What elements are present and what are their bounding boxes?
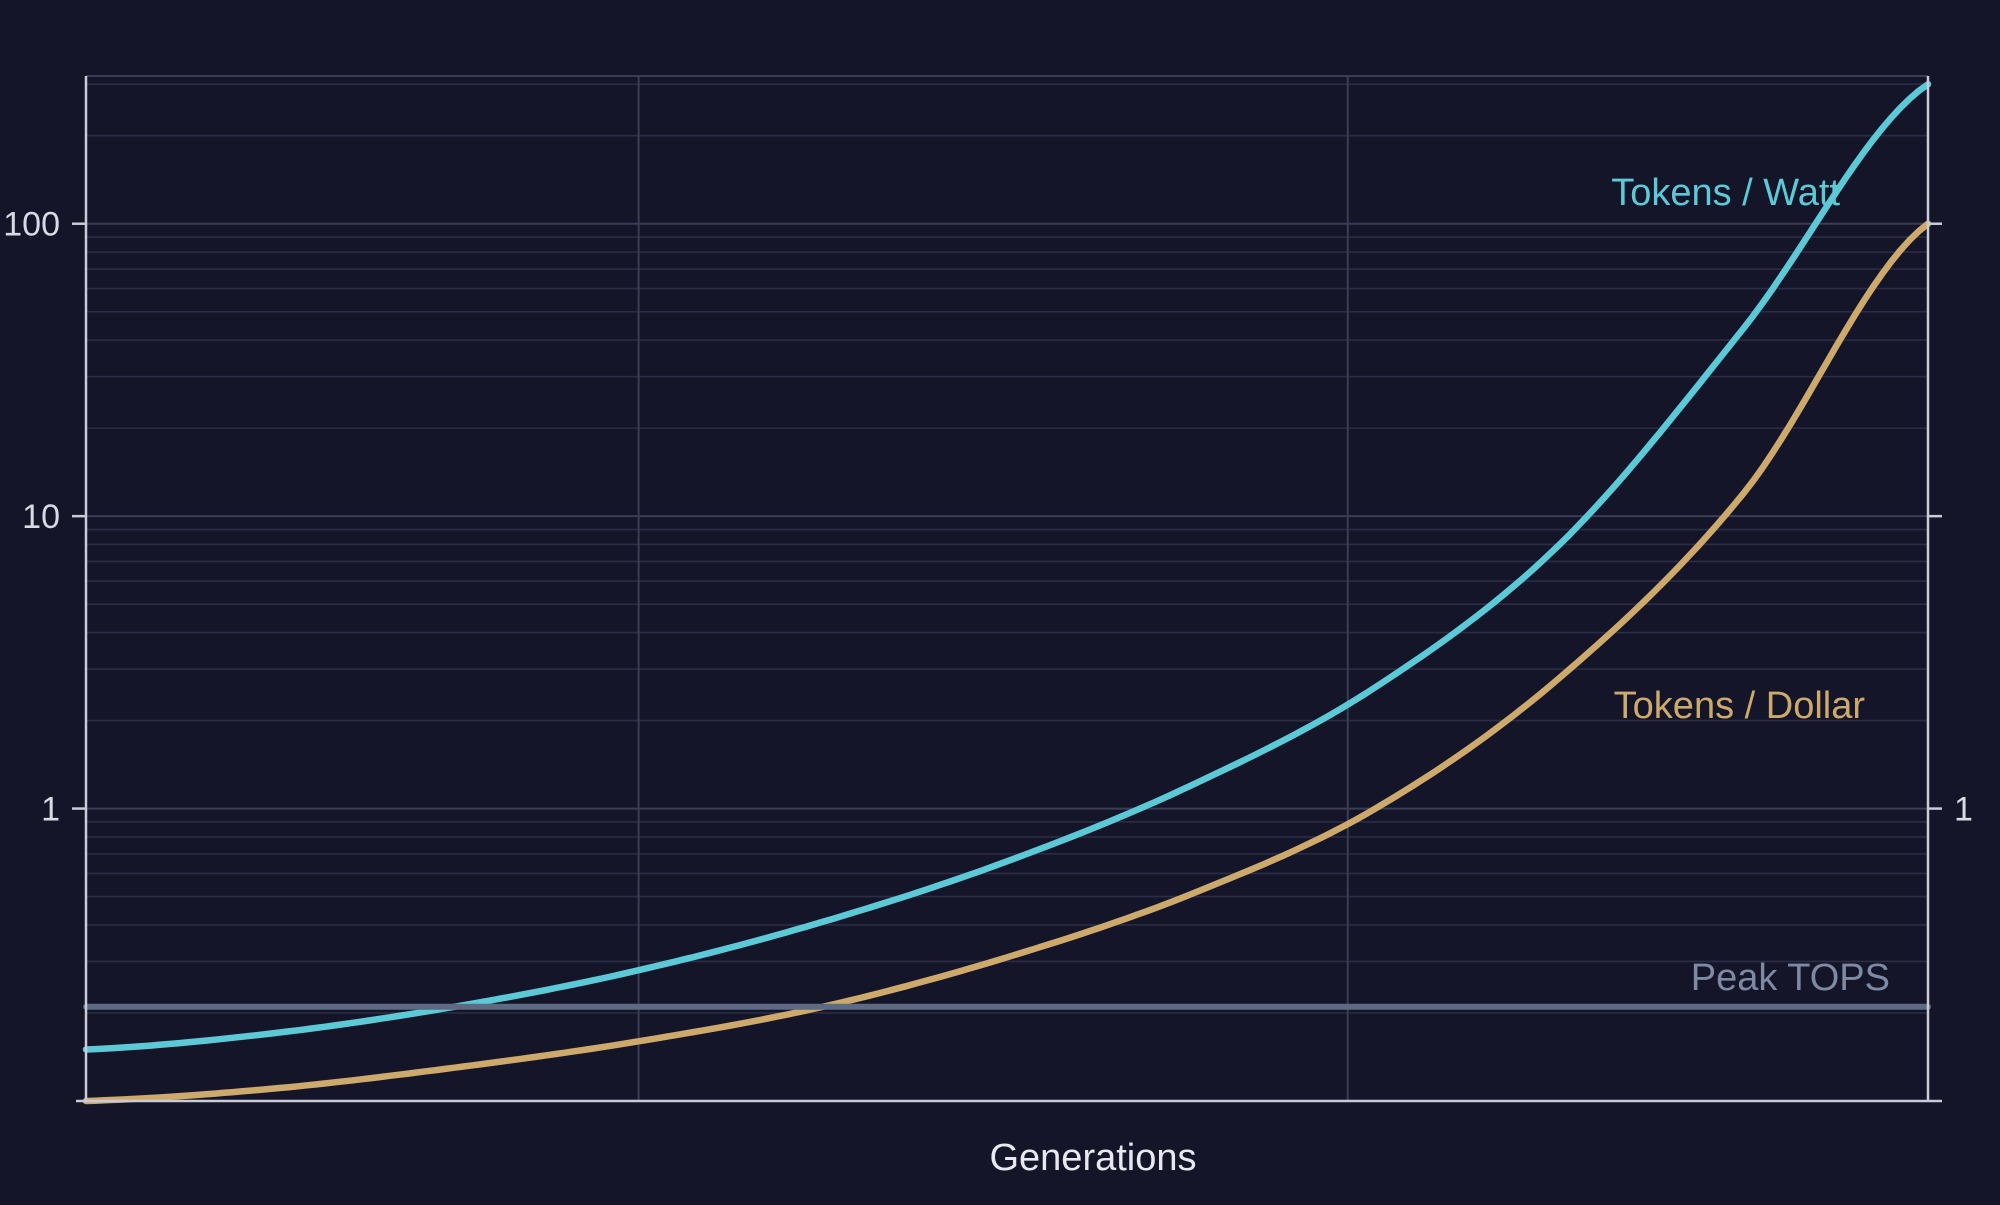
y-tick-label-left: 1 <box>41 791 60 829</box>
y-tick-label-left: 100 <box>3 206 60 244</box>
x-axis-title: Generations <box>989 1137 1196 1179</box>
series-line-tokens-dollar <box>82 220 1932 1105</box>
labels: 1 10 100 1 Generations Tokens / Watt Tokens / … <box>3 172 1973 1179</box>
series-lines <box>82 80 1932 1105</box>
y-tick-label-left: 10 <box>22 498 60 536</box>
series-label-tokens-dollar: Tokens / Dollar <box>1614 685 1866 727</box>
y-tick-label-right: 1 <box>1954 791 1973 829</box>
grid-lines <box>86 75 1928 1102</box>
axes <box>72 76 1942 1103</box>
series-line-tokens-watt <box>82 80 1932 1053</box>
series-label-tokens-watt: Tokens / Watt <box>1611 172 1840 214</box>
series-label-peak-tops: Peak TOPS <box>1691 957 1890 999</box>
